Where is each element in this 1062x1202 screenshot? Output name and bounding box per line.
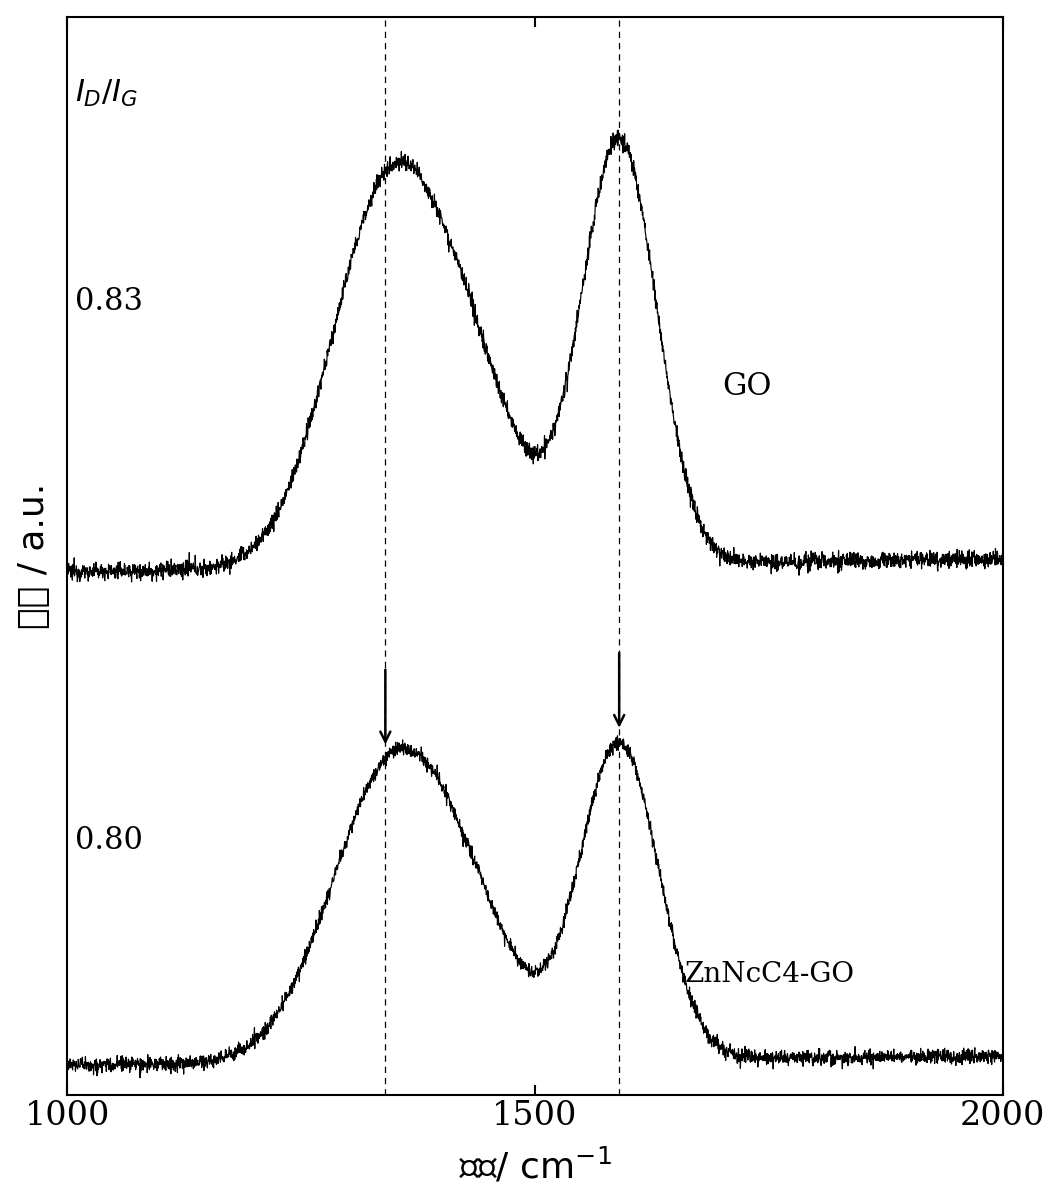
Text: GO: GO [722,371,772,403]
X-axis label: 波数/ cm$^{-1}$: 波数/ cm$^{-1}$ [459,1147,612,1185]
Text: 0.83: 0.83 [74,286,142,317]
Text: ZnNcC4-GO: ZnNcC4-GO [685,960,855,988]
Y-axis label: 强度 / a.u.: 强度 / a.u. [17,483,51,629]
Text: 0.80: 0.80 [74,826,142,856]
Text: $I_D/I_G$: $I_D/I_G$ [74,78,138,109]
